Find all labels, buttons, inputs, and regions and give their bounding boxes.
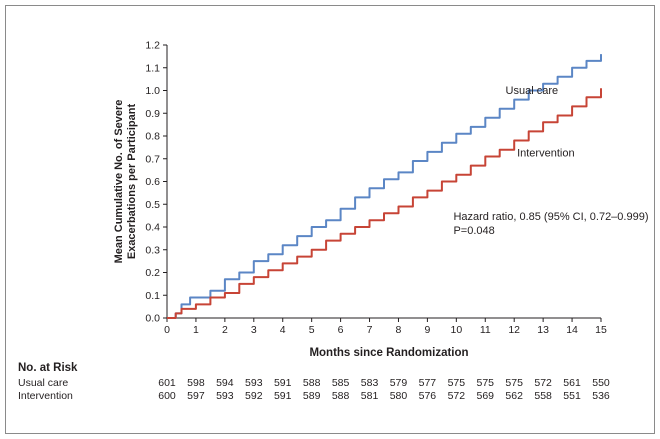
risk-value: 598 (187, 377, 205, 389)
x-tick-label: 5 (309, 324, 315, 336)
risk-value: 581 (360, 390, 379, 402)
x-tick-label: 12 (508, 324, 520, 336)
x-tick-label: 3 (251, 324, 257, 336)
risk-value: 550 (592, 377, 610, 389)
risk-value: 580 (389, 390, 408, 402)
x-tick-label: 4 (280, 324, 286, 336)
risk-value: 589 (302, 390, 321, 402)
risk-value: 593 (216, 390, 234, 402)
risk-value: 569 (476, 390, 495, 402)
risk-value: 575 (505, 377, 523, 389)
risk-value: 572 (534, 377, 552, 389)
y-tick-label: 1.2 (145, 40, 160, 52)
y-tick-label: 0.6 (145, 176, 160, 188)
x-tick-label: 9 (424, 324, 430, 336)
risk-value: 592 (245, 390, 263, 402)
y-tick-label: 0.2 (145, 267, 160, 279)
risk-value: 583 (360, 377, 379, 389)
y-tick-label: 1.1 (145, 62, 160, 74)
risk-value: 600 (158, 390, 176, 402)
x-axis-title: Months since Randomization (309, 347, 468, 359)
x-tick-label: 15 (595, 324, 607, 336)
y-tick-label: 1.0 (145, 85, 160, 97)
x-tick-label: 8 (396, 324, 402, 336)
x-tick-label: 14 (566, 324, 578, 336)
series-line-usual-care (167, 54, 602, 319)
y-axis-title: Mean Cumulative No. of Severe Exacerbatio… (113, 100, 138, 264)
x-tick-label: 13 (537, 324, 549, 336)
annotation-text: Intervention (517, 147, 574, 159)
x-tick-label: 6 (338, 324, 344, 336)
x-tick-label: 7 (367, 324, 373, 336)
x-tick-label: 11 (480, 324, 491, 336)
y-axis-title-line: Mean Cumulative No. of Severe (113, 100, 125, 264)
risk-value: 575 (447, 377, 466, 389)
annotation-text: Usual care (506, 85, 559, 97)
annotation-layer: Usual care Intervention Hazard ratio, 0.85… (453, 85, 648, 237)
annotation-text: Hazard ratio, 0.85 (95% CI, 0.72–0.999) (453, 211, 648, 223)
risk-value: 588 (331, 390, 350, 402)
risk-value: 562 (505, 390, 523, 402)
figure-frame (5, 5, 655, 434)
risk-value: 577 (418, 377, 437, 389)
risk-value: 576 (418, 390, 437, 402)
y-tick-label: 0.9 (145, 108, 160, 120)
risk-value: 579 (389, 377, 408, 389)
y-axis-title-line: Exacerbations per Participant (126, 104, 138, 260)
annotation-text: P=0.048 (453, 225, 494, 237)
risk-value: 591 (273, 390, 292, 402)
risk-table-title: No. at Risk (18, 362, 78, 374)
risk-value: 561 (563, 377, 581, 389)
y-tick-label: 0.4 (145, 222, 160, 234)
x-tick-label: 1 (193, 324, 199, 336)
y-tick-label: 0.1 (145, 290, 160, 302)
risk-value: 585 (331, 377, 350, 389)
x-tick-label: 0 (164, 324, 170, 336)
risk-value: 551 (563, 390, 581, 402)
risk-value: 558 (534, 390, 552, 402)
series-line-intervention (167, 88, 602, 319)
risk-value: 597 (187, 390, 205, 402)
risk-value: 575 (476, 377, 495, 389)
risk-value: 588 (302, 377, 321, 389)
y-tick-label: 0.5 (145, 199, 160, 211)
y-tick-label: 0.0 (145, 313, 160, 325)
y-tick-label: 0.8 (145, 131, 160, 143)
x-tick-label: 10 (450, 324, 462, 336)
y-tick-label: 0.3 (145, 244, 160, 256)
risk-value: 536 (592, 390, 610, 402)
risk-value: 594 (216, 377, 234, 389)
risk-value: 593 (245, 377, 263, 389)
risk-value: 601 (158, 377, 176, 389)
risk-row-label-intervention: Intervention (18, 390, 73, 402)
y-tick-label: 0.7 (145, 153, 160, 165)
risk-value: 572 (447, 390, 466, 402)
axes: 0.0 0.1 0.2 0.3 0.4 0.5 0.6 0.7 0.8 0.9 1.0 1.1 1.2 0… (113, 40, 607, 360)
x-tick-label: 2 (222, 324, 228, 336)
series-layer (167, 54, 602, 319)
risk-row-label-usual-care: Usual care (18, 377, 69, 389)
risk-value: 591 (273, 377, 292, 389)
